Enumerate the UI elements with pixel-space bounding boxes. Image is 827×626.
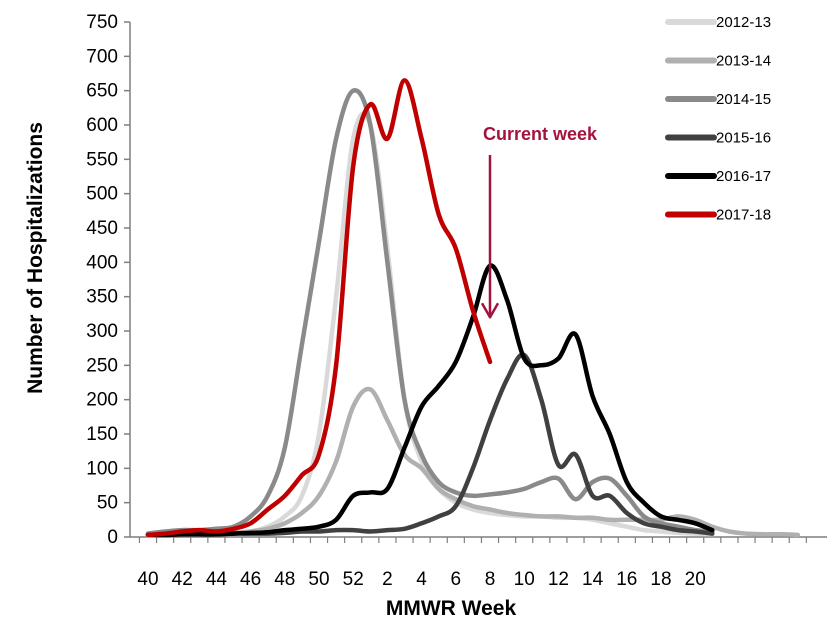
y-tick-label: 750: [86, 12, 118, 33]
x-tick-label: 50: [308, 569, 329, 590]
x-tick-label: 6: [451, 569, 462, 590]
legend-label-2016-17: 2016-17: [716, 168, 771, 185]
y-tick-label: 100: [86, 458, 118, 479]
series-line-2013-14: [145, 386, 801, 538]
y-tick-label: 350: [86, 287, 118, 308]
legend-label-2014-15: 2014-15: [716, 91, 771, 108]
annotation-label: Current week: [483, 124, 598, 144]
x-tick-label: 12: [548, 569, 569, 590]
x-tick-label: 18: [650, 569, 671, 590]
y-tick-label: 400: [86, 252, 118, 273]
y-tick-label: 250: [86, 355, 118, 376]
y-tick-label: 700: [86, 46, 118, 67]
legend-label-2015-16: 2015-16: [716, 130, 771, 147]
y-tick-label: 500: [86, 184, 118, 205]
x-tick-label: 40: [137, 569, 158, 590]
x-tick-label: 4: [416, 569, 427, 590]
x-tick-label: 48: [274, 569, 295, 590]
x-axis-title: MMWR Week: [386, 597, 517, 620]
y-tick-label: 650: [86, 81, 118, 102]
series-line-2017-18: [145, 78, 493, 538]
y-tick-label: 0: [107, 527, 118, 548]
series-line-2016-17: [145, 263, 715, 538]
x-tick-label: 42: [172, 569, 193, 590]
y-axis-title: Number of Hospitalizations: [24, 122, 47, 394]
x-tick-label: 8: [485, 569, 496, 590]
y-tick-label: 450: [86, 218, 118, 239]
x-tick-label: 10: [514, 569, 535, 590]
x-tick-label: 44: [206, 569, 228, 590]
x-tick-label: 2: [382, 569, 393, 590]
legend-label-2012-13: 2012-13: [716, 14, 771, 31]
legend-label-2013-14: 2013-14: [716, 53, 771, 70]
x-tick-label: 14: [582, 569, 604, 590]
y-tick-label: 600: [86, 115, 118, 136]
legend-label-2017-18: 2017-18: [716, 207, 771, 224]
x-tick-label: 20: [685, 569, 706, 590]
y-tick-label: 550: [86, 149, 118, 170]
series-line-2014-15: [145, 88, 715, 536]
y-tick-label: 200: [86, 390, 118, 411]
y-tick-label: 150: [86, 424, 118, 445]
annotation-arrow-head: [480, 302, 500, 319]
x-tick-label: 46: [240, 569, 261, 590]
x-tick-label: 16: [616, 569, 637, 590]
y-tick-label: 300: [86, 321, 118, 342]
x-tick-label: 52: [343, 569, 364, 590]
series-line-2015-16: [145, 352, 715, 538]
y-tick-label: 50: [97, 493, 118, 514]
